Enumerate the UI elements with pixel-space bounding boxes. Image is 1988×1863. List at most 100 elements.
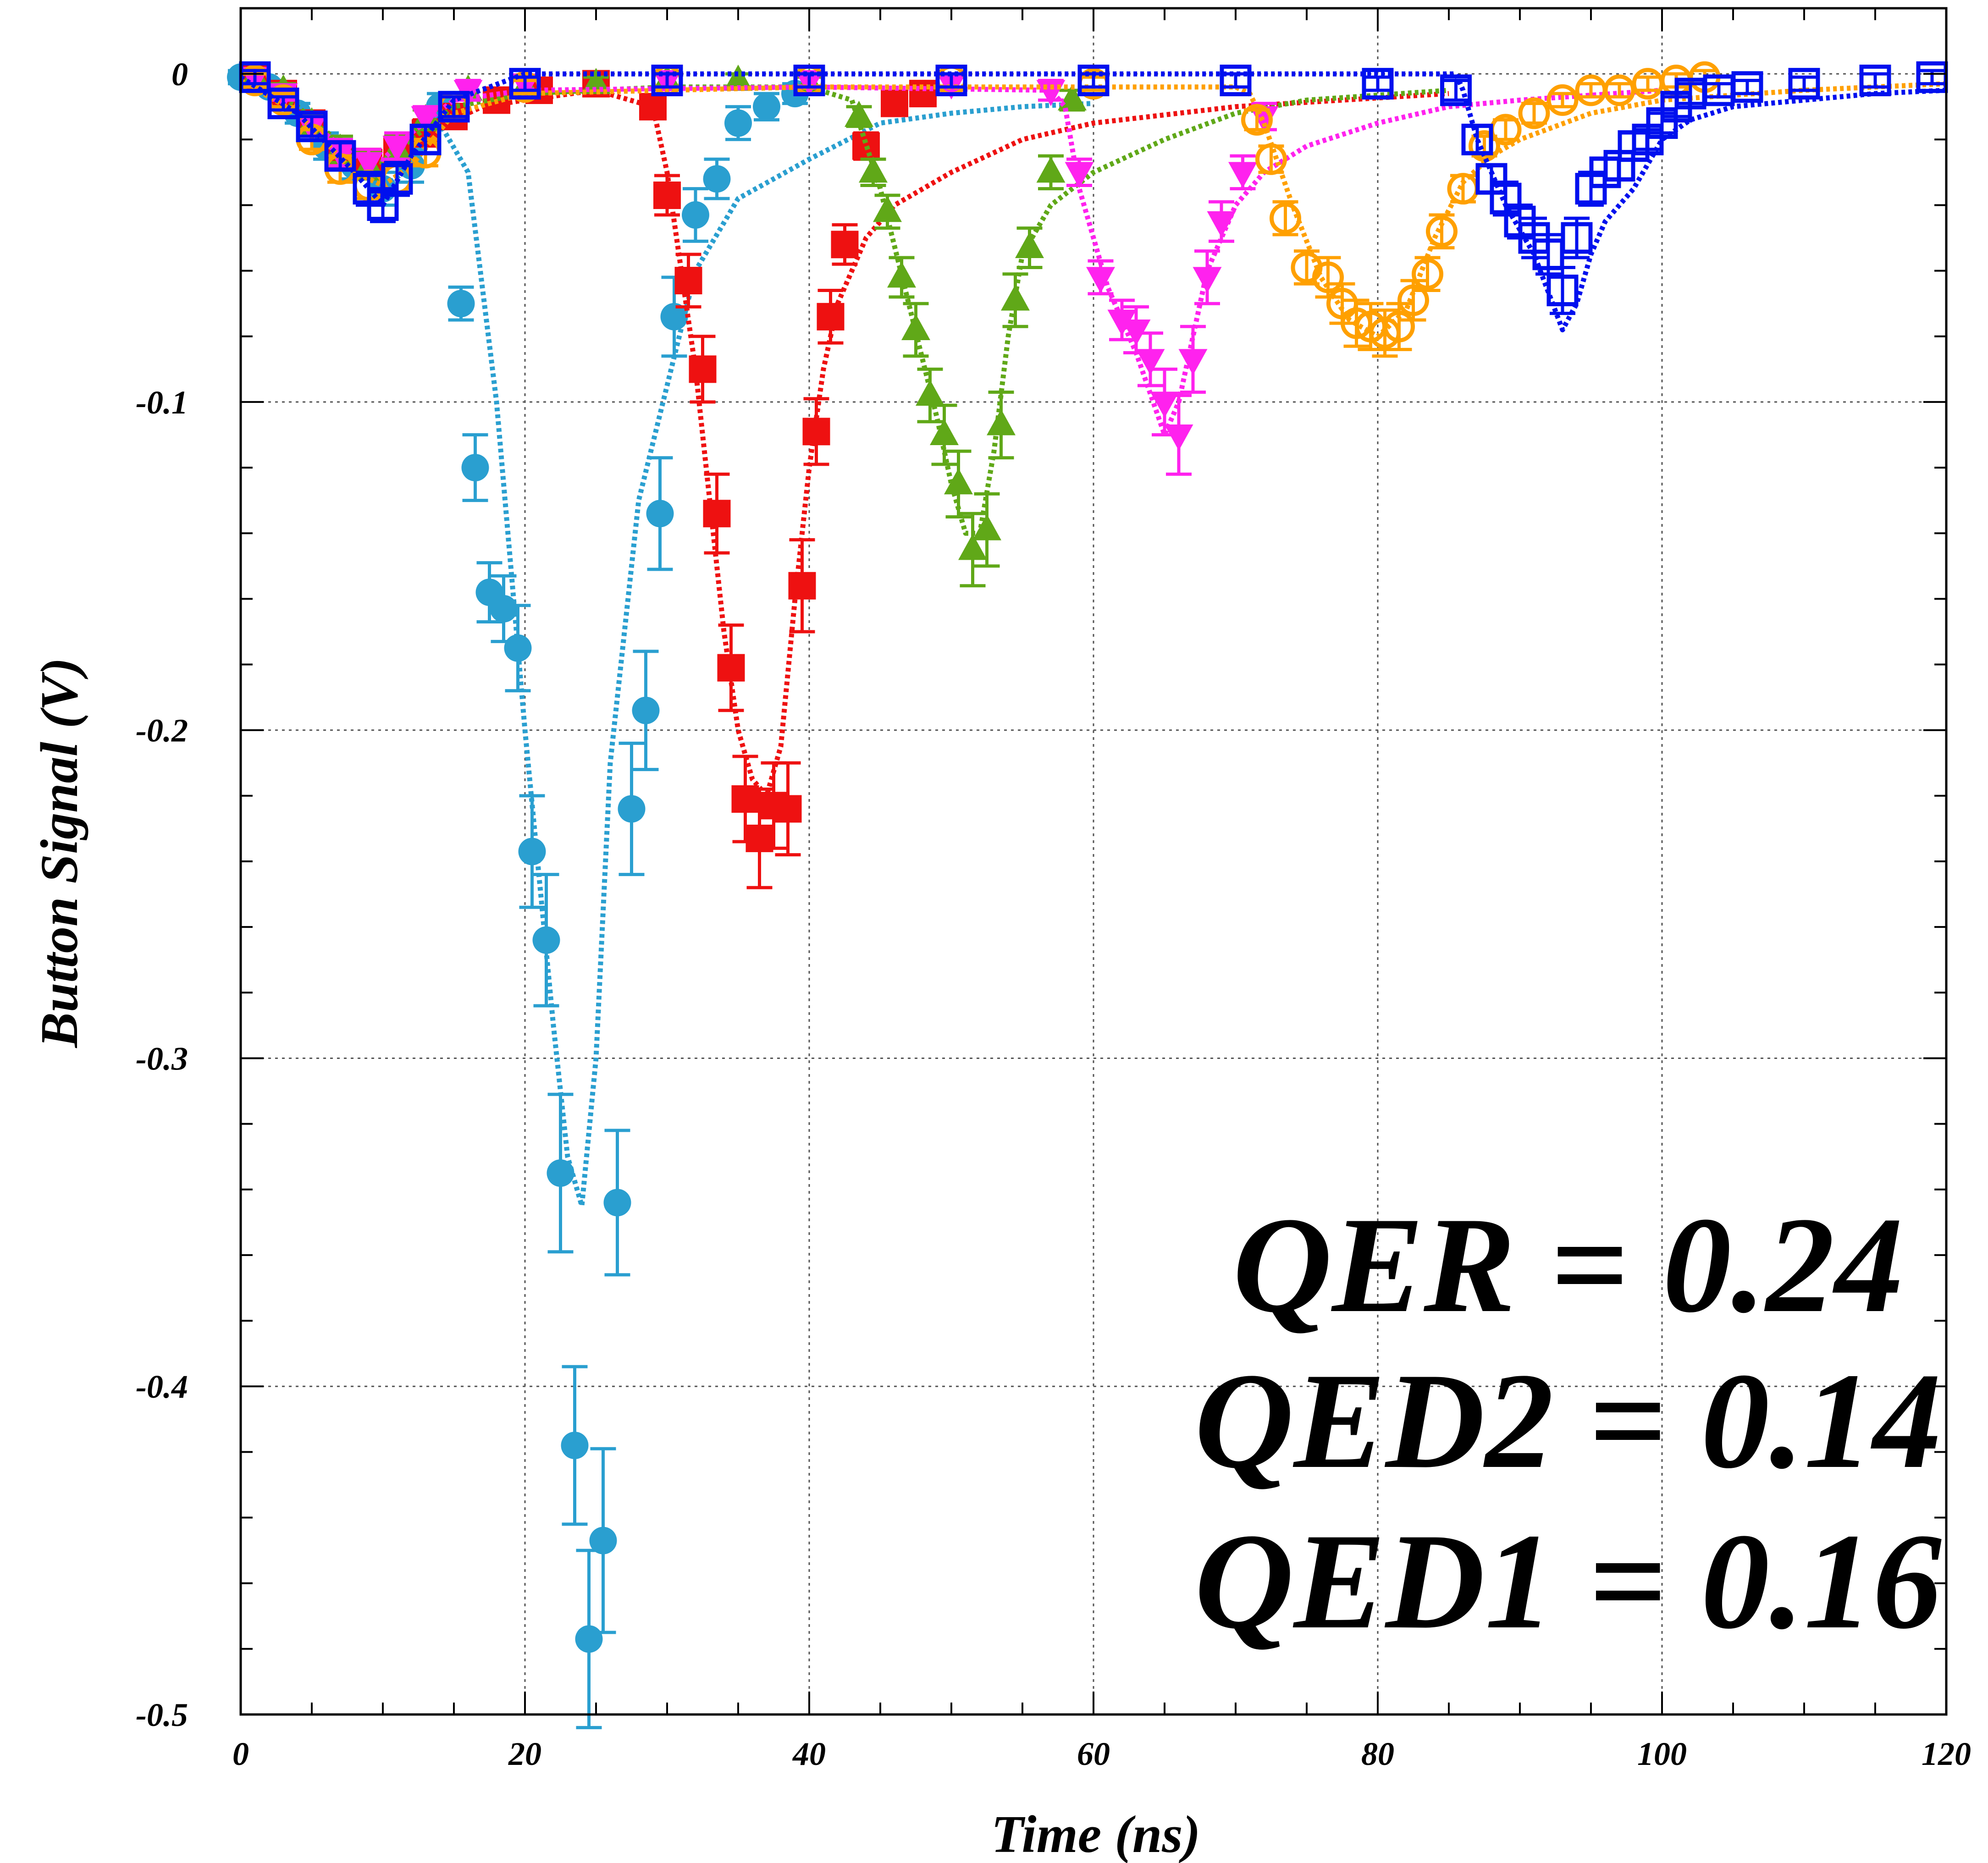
y-tick-label: -0.3 (136, 1040, 188, 1077)
data-point (1731, 71, 1763, 103)
data-point (958, 534, 987, 560)
data-point (653, 181, 681, 209)
data-point (852, 132, 880, 160)
data-point (881, 89, 908, 117)
x-tick-label: 40 (792, 1736, 826, 1772)
data-point (1086, 267, 1115, 293)
data-point (1546, 275, 1579, 307)
annotation-qer: QER = 0.24 (1233, 1189, 1904, 1341)
data-point (689, 355, 717, 383)
data-point (944, 468, 973, 495)
data-point (1107, 309, 1137, 336)
data-point (682, 201, 709, 229)
data-point (532, 926, 560, 954)
data-point (802, 418, 830, 446)
data-point (354, 152, 383, 178)
y-axis-title: Button Signal (V) (30, 658, 89, 1049)
data-point (447, 290, 475, 318)
data-point (296, 110, 328, 143)
y-tick-label: -0.1 (136, 384, 188, 421)
fit-curve (239, 75, 1094, 1209)
data-point (703, 165, 731, 193)
data-point (1036, 156, 1066, 183)
data-point (1150, 391, 1179, 418)
data-point (873, 196, 902, 222)
data-point (509, 68, 541, 100)
x-tick-label: 60 (1077, 1736, 1110, 1772)
data-point (646, 500, 674, 528)
data-point (1788, 68, 1820, 100)
data-point (575, 1625, 603, 1653)
y-tick-label: -0.4 (136, 1368, 188, 1405)
data-point (1178, 349, 1208, 375)
data-point (1015, 232, 1044, 259)
data-point (324, 140, 356, 172)
x-tick-label: 0 (232, 1736, 249, 1772)
data-point (1532, 238, 1564, 270)
data-point (1001, 284, 1030, 311)
x-tick-label: 80 (1361, 1736, 1394, 1772)
data-point (1518, 97, 1550, 129)
data-series (227, 61, 1948, 1730)
data-point (1065, 162, 1094, 188)
data-point (753, 93, 780, 121)
data-point (845, 100, 873, 127)
data-point (603, 1189, 631, 1217)
data-point (935, 64, 967, 96)
data-point (660, 303, 688, 331)
data-point (1603, 74, 1635, 106)
data-point (1412, 258, 1443, 290)
data-point (817, 303, 845, 331)
data-point (639, 93, 667, 121)
data-point (887, 261, 916, 288)
data-point (1546, 84, 1579, 116)
data-point (1136, 349, 1165, 375)
data-point (1270, 202, 1301, 234)
data-point (674, 267, 702, 295)
y-tick-label: -0.5 (136, 1697, 188, 1733)
annotation-qed2: QED2 = 0.14 (1194, 1345, 1941, 1497)
data-point (461, 454, 489, 482)
data-point (724, 109, 752, 137)
x-axis-title: Time (ns) (991, 1805, 1200, 1863)
data-point (382, 136, 412, 162)
data-point (972, 514, 1001, 540)
data-point (793, 64, 825, 96)
data-point (1207, 211, 1236, 237)
data-point (859, 156, 888, 183)
x-tick-label: 20 (508, 1736, 541, 1772)
data-point (1461, 123, 1493, 155)
data-point (717, 654, 745, 682)
data-point (267, 88, 299, 120)
data-point (831, 231, 859, 259)
data-point (409, 123, 442, 155)
data-point (1193, 267, 1222, 293)
data-point (1312, 261, 1344, 293)
data-point (788, 572, 816, 600)
data-point (909, 80, 937, 108)
data-point (1255, 143, 1287, 175)
data-point (723, 64, 753, 91)
data-point (381, 163, 413, 195)
data-point (1362, 68, 1394, 100)
data-point (518, 838, 546, 865)
data-point (1397, 284, 1429, 316)
data-point (547, 1159, 574, 1187)
y-tick-label: -0.2 (136, 712, 188, 749)
data-point (561, 1432, 589, 1460)
data-point (411, 106, 440, 132)
data-point (632, 696, 660, 724)
data-point (1241, 104, 1273, 136)
data-point (1220, 64, 1252, 96)
data-point (987, 409, 1016, 435)
x-tick-label: 100 (1637, 1736, 1687, 1772)
y-tick-label: 0 (171, 56, 188, 93)
data-point (504, 634, 532, 662)
axis-ticks: 0 20 40 60 80 100 120 0 -0.1 -0.2 -0.3 -0.4 -0.5 (136, 7, 1971, 1772)
data-point (1121, 319, 1151, 346)
data-point (1383, 310, 1415, 342)
data-point (1561, 222, 1593, 254)
data-point (438, 91, 470, 123)
